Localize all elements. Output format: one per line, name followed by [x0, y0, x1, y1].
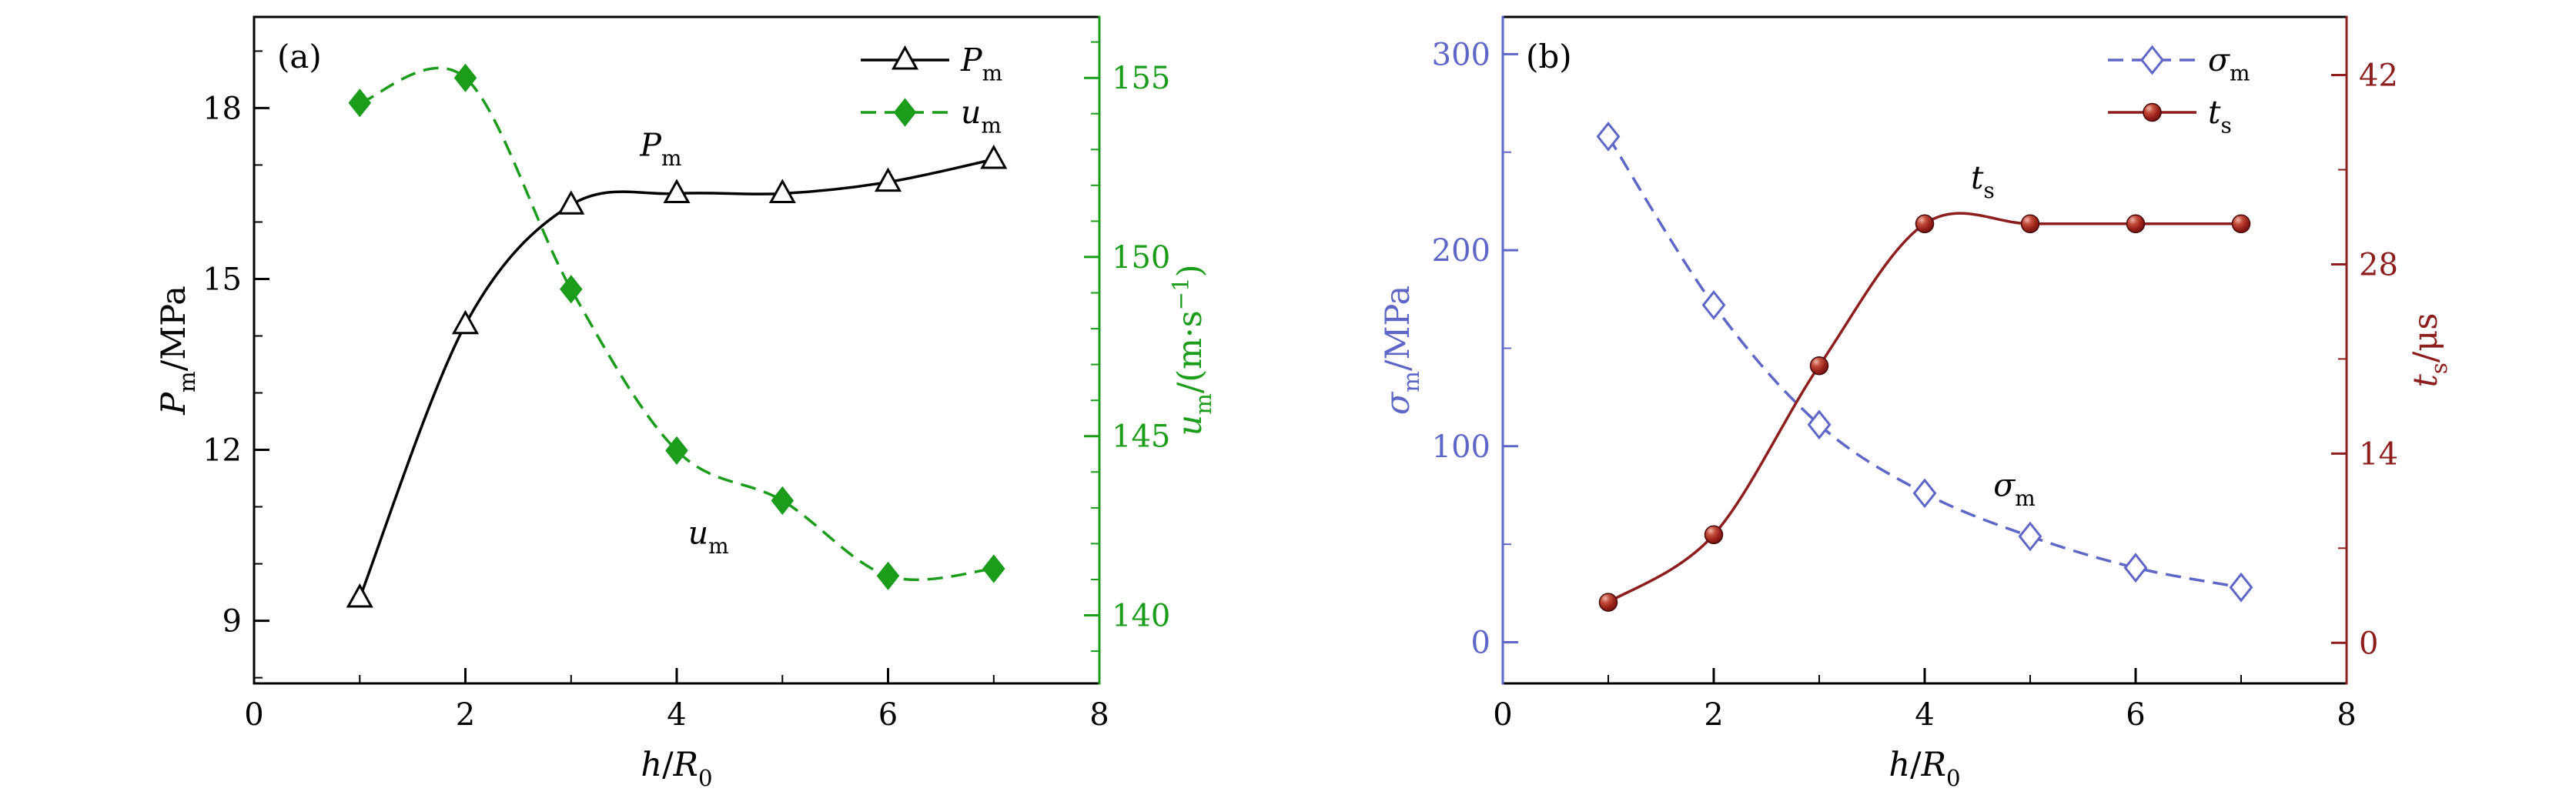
left-tick-label: 0 — [1471, 626, 1490, 661]
curve-annotation-1: um — [688, 515, 729, 559]
left-tick-label: 200 — [1432, 233, 1490, 269]
right-tick-label: 155 — [1112, 61, 1170, 96]
right-tick-label: 150 — [1112, 240, 1170, 276]
left-tick-label: 100 — [1432, 429, 1490, 465]
legend-label-sigma_m: σm — [2208, 42, 2250, 85]
x-tick-label: 4 — [667, 697, 686, 733]
triangle-marker — [346, 583, 373, 608]
left-tick-label: 15 — [202, 262, 242, 298]
left-tick-label: 9 — [222, 604, 242, 640]
open-diamond-marker — [1912, 478, 1937, 509]
open-diamond-marker — [1701, 289, 1726, 320]
right-tick-label: 28 — [2359, 248, 2398, 283]
left-tick-label: 300 — [1432, 37, 1490, 72]
diamond-marker — [560, 275, 583, 304]
panel-a: 0 2 4 6 8 9 12 15 18 140 145 150 155 Pm/MPa um/(m·s−1)… — [155, 15, 1216, 791]
triangle-marker — [768, 179, 796, 203]
left-axis-title: Pm/MPa — [155, 286, 200, 416]
legend-label-t_s: ts — [2208, 94, 2232, 138]
legend-label-um: um — [961, 94, 1002, 138]
diamond-marker — [893, 98, 917, 127]
series-markers-t_s — [1598, 214, 2251, 612]
triangle-marker — [557, 190, 585, 215]
legend: Pm um — [861, 42, 1002, 138]
curve-annotation-0: Pm — [639, 127, 681, 171]
x-axis-title: h/R0 — [1889, 746, 1960, 791]
ball-marker — [1809, 356, 1829, 376]
x-tick-label: 0 — [244, 697, 263, 733]
right-tick-label: 140 — [1112, 599, 1170, 634]
right-tick-label: 145 — [1112, 419, 1170, 455]
open-diamond-marker — [2018, 521, 2042, 552]
series-markers-um — [348, 63, 1005, 590]
diamond-marker — [876, 561, 900, 590]
curve-annotation-1: σm — [1993, 467, 2035, 511]
axis-ticks — [1501, 52, 2348, 683]
legend-label-Pm: Pm — [960, 42, 1002, 85]
series-line-sigma_m — [1607, 135, 2242, 589]
right-tick-label: 14 — [2359, 436, 2398, 472]
right-axis-title: um/(m·s−1) — [1168, 265, 1216, 436]
curve-annotation-0: ts — [1971, 159, 1995, 203]
right-tick-label: 42 — [2359, 58, 2398, 94]
diamond-marker — [453, 63, 477, 92]
series-line-t_s — [1607, 212, 2241, 604]
open-diamond-marker — [2123, 553, 2148, 583]
open-diamond-marker — [1596, 121, 1621, 152]
diamond-marker — [348, 89, 372, 118]
legend: σm ts — [2108, 42, 2250, 138]
series-markers-sigma_m — [1596, 121, 2253, 603]
open-diamond-marker — [2229, 572, 2253, 603]
x-tick-label: 2 — [1704, 697, 1723, 733]
triangle-marker — [451, 309, 480, 335]
left-tick-label: 12 — [202, 433, 242, 469]
triangle-marker — [663, 179, 691, 203]
series-line-um — [359, 66, 994, 582]
x-tick-label: 4 — [1915, 697, 1934, 733]
x-tick-label: 0 — [1493, 697, 1512, 733]
series-markers-Pm — [346, 144, 1008, 608]
right-axis-title: ts/μs — [2407, 313, 2452, 388]
triangle-marker — [980, 144, 1008, 169]
triangle-marker — [874, 167, 902, 192]
panel-label-a: (a) — [277, 38, 322, 75]
panel-b: 0 2 4 6 8 0 100 200 300 0 14 28 42 σm/MPa ts/μs h/R0 σm t… — [1379, 15, 2452, 791]
right-tick-label: 0 — [2359, 626, 2378, 661]
series-line-Pm — [358, 158, 995, 599]
ball-marker — [1598, 593, 1618, 612]
ball-marker — [2143, 102, 2162, 122]
left-tick-label: 18 — [202, 91, 242, 126]
ball-marker — [1704, 525, 1724, 545]
x-tick-label: 8 — [2337, 697, 2356, 733]
diamond-marker — [982, 554, 1005, 583]
diamond-marker — [771, 486, 795, 516]
triangle-marker — [891, 45, 919, 70]
x-tick-label: 6 — [2126, 697, 2145, 733]
axis-ticks — [253, 41, 1101, 683]
open-diamond-marker — [2140, 45, 2164, 75]
x-axis-title: h/R0 — [641, 746, 712, 791]
open-diamond-marker — [1807, 409, 1832, 440]
diamond-marker — [665, 436, 688, 466]
ball-marker — [2126, 214, 2146, 234]
left-axis-title: σm/MPa — [1379, 286, 1424, 415]
x-tick-label: 8 — [1089, 697, 1109, 733]
ball-marker — [1915, 214, 1935, 234]
ball-marker — [2231, 214, 2251, 234]
panel-label-b: (b) — [1526, 38, 1572, 75]
x-tick-label: 2 — [456, 697, 475, 733]
ball-marker — [2020, 214, 2040, 234]
x-tick-label: 6 — [878, 697, 898, 733]
